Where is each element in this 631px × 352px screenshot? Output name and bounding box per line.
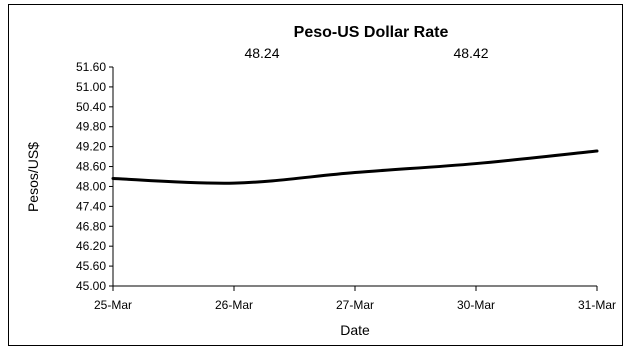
- y-tick-label: 51.60: [76, 60, 106, 74]
- y-tick-label: 51.00: [76, 80, 106, 94]
- annotation-value-1: 48.24: [244, 45, 279, 61]
- y-tick-label: 49.20: [76, 140, 106, 154]
- chart-title: Peso-US Dollar Rate: [294, 24, 449, 41]
- x-axis-label: Date: [340, 322, 370, 338]
- x-tick-label: 30-Mar: [457, 298, 495, 312]
- y-tick-label: 49.80: [76, 120, 106, 134]
- y-tick-label: 47.40: [76, 199, 106, 213]
- y-tick-label: 46.80: [76, 219, 106, 233]
- x-tick-label: 27-Mar: [336, 298, 374, 312]
- y-tick-label: 46.20: [76, 239, 106, 253]
- y-tick-label: 45.00: [76, 279, 106, 293]
- annotation-value-2: 48.42: [453, 45, 488, 61]
- y-tick-label: 48.00: [76, 179, 106, 193]
- x-tick-label: 25-Mar: [94, 298, 132, 312]
- y-tick-label: 45.60: [76, 259, 106, 273]
- y-tick-label: 48.60: [76, 160, 106, 174]
- y-axis-label: Pesos/US$: [25, 142, 41, 212]
- y-tick-label: 50.40: [76, 100, 106, 114]
- x-tick-label: 31-Mar: [578, 298, 616, 312]
- series-line: [111, 149, 599, 185]
- x-tick-label: 26-Mar: [215, 298, 253, 312]
